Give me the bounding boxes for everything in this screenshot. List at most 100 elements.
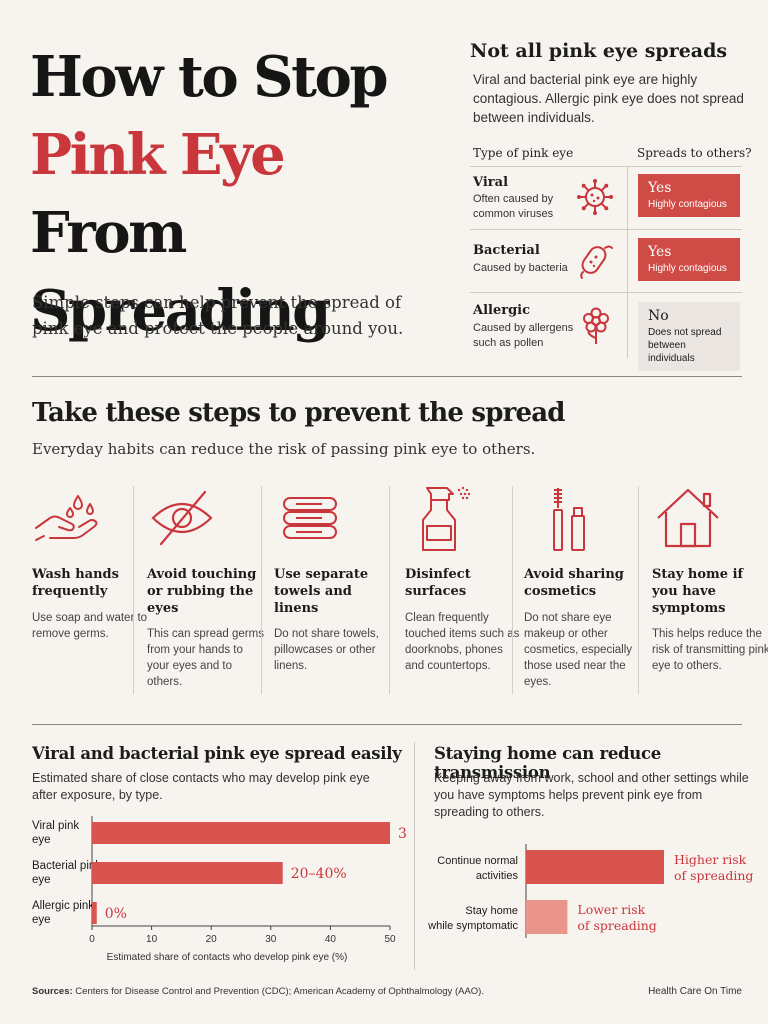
step-separator (133, 486, 134, 694)
step-title: Avoid sharing cosmetics (524, 567, 624, 599)
bar (92, 902, 97, 924)
virus-icon (577, 179, 613, 215)
category-label: Bacterial pink (32, 860, 101, 872)
step-text: This can spread germs from your hands to… (147, 628, 264, 688)
steps-subtitle: Everyday habits can reduce the risk of p… (32, 440, 536, 458)
step-disinfect: Disinfect surfaces Clean frequently touc… (405, 484, 527, 694)
sources-text: Centers for Disease Control and Preventi… (75, 986, 484, 997)
bar (92, 822, 390, 844)
badge-viral-note: Highly contagious (648, 199, 727, 210)
step-title: Wash hands frequently (32, 567, 119, 599)
crossed-eye-icon (151, 490, 213, 546)
step-separator (638, 486, 639, 694)
badge-bacterial-answer: Yes (648, 244, 672, 260)
row-viral-name: Viral (473, 175, 509, 190)
bacteria-icon (580, 245, 613, 279)
col-header-spreads: Spreads to others? (637, 146, 752, 160)
badge-allergic-answer: No (648, 308, 669, 324)
title-line-3: Spreading (30, 278, 331, 344)
x-tick-label: 40 (325, 934, 337, 945)
badge-bacterial-note: Highly contagious (648, 263, 727, 274)
category-label: Stay home (465, 905, 518, 917)
row-divider (470, 229, 742, 230)
category-label: eye (32, 874, 51, 886)
chart1-subtitle: Estimated share of close contacts who ma… (32, 771, 370, 802)
spread-rate-chart: Viral pink eye 30–50% Bacterial pink eye 20–4… (32, 816, 406, 963)
value-label: of spreading (577, 918, 656, 933)
badge-viral-answer: Yes (648, 180, 672, 196)
section-divider (32, 376, 742, 377)
step-text: Use soap and water to remove germs. (32, 612, 148, 640)
spray-bottle-icon (422, 486, 471, 551)
spread-table-description: Viral and bacterial pink eye are highly … (473, 72, 744, 125)
table-header-divider (470, 166, 742, 167)
x-axis-label: Estimated share of contacts who develop … (107, 952, 348, 963)
step-separate-towels: Use separate towels and linens Do not sh… (274, 484, 396, 694)
step-text: This helps reduce the risk of transmitti… (652, 628, 768, 672)
flower-icon (583, 307, 609, 344)
table-column-divider (627, 166, 628, 358)
chart2-subtitle: Keeping away from work, school and other… (434, 771, 749, 819)
row-bacterial-desc: Caused by bacteria (473, 262, 568, 274)
value-label: Lower risk (577, 902, 645, 917)
step-separator (389, 486, 390, 694)
brand: Health Care On Time (648, 986, 742, 997)
step-title: Stay home if you have symptoms (652, 567, 744, 616)
step-separator (261, 486, 262, 694)
step-title: Disinfect surfaces (405, 567, 471, 599)
step-avoid-touching: Avoid touching or rubbing the eyes This … (147, 484, 269, 694)
cosmetics-icon (553, 488, 585, 551)
x-tick-label: 20 (206, 934, 218, 945)
towels-icon (283, 497, 337, 539)
section-divider (32, 724, 742, 725)
row-bacterial-name: Bacterial (473, 243, 540, 258)
sources-label: Sources: (32, 986, 73, 997)
title-accent: Pink Eye (30, 122, 286, 188)
chart1-title: Viral and bacterial pink eye spread easi… (32, 744, 402, 763)
category-label: Allergic pink (32, 900, 94, 912)
category-label: Continue normal (437, 855, 518, 867)
hero-subtitle: Simple steps can help prevent the spread… (32, 293, 404, 338)
sources: Sources: Centers for Disease Control and… (32, 986, 484, 997)
house-icon (657, 488, 719, 548)
category-label: activities (476, 870, 519, 882)
x-tick-label: 10 (146, 934, 158, 945)
step-title: Use separate towels and linens (274, 567, 369, 616)
chart-separator (414, 742, 415, 970)
col-header-type: Type of pink eye (473, 146, 574, 160)
value-label: of spreading (674, 868, 753, 883)
step-text: Do not share eye makeup or other cosmeti… (524, 612, 633, 688)
title-line-1: How to Stop (30, 44, 389, 110)
bar (92, 862, 283, 884)
x-tick-label: 0 (89, 934, 95, 945)
badge-bacterial: Yes Highly contagious (638, 238, 740, 281)
value-label: 0% (105, 906, 127, 922)
step-title: Avoid touching or rubbing the eyes (147, 567, 257, 616)
category-label: eye (32, 834, 51, 846)
step-avoid-cosmetics: Avoid sharing cosmetics Do not share eye… (524, 484, 646, 694)
value-label: 30–50% (398, 826, 406, 842)
row-viral-desc: Often caused by common viruses (473, 193, 554, 220)
category-label: while symptomatic (427, 920, 518, 932)
row-allergic-desc: Caused by allergens such as pollen (473, 322, 574, 349)
row-allergic-name: Allergic (473, 303, 531, 318)
category-label: Viral pink (32, 820, 79, 832)
badge-viral: Yes Highly contagious (638, 174, 740, 217)
badge-allergic-note: Does not spread between individuals (648, 327, 722, 364)
step-text: Do not share towels, pillowcases or othe… (274, 628, 379, 672)
category-label: eye (32, 914, 51, 926)
value-label: 20–40% (291, 866, 347, 882)
spread-table-title: Not all pink eye spreads (470, 40, 728, 62)
title-after-accent: From (30, 200, 187, 266)
chart2-title: Staying home can reduce transmission (434, 744, 661, 782)
badge-allergic: No Does not spread between individuals (638, 302, 740, 371)
hand-washing-icon (35, 495, 98, 541)
x-tick-label: 30 (265, 934, 277, 945)
step-separator (512, 486, 513, 694)
steps-title: Take these steps to prevent the spread (32, 398, 566, 428)
step-stay-home: Stay home if you have symptoms This help… (652, 484, 768, 694)
step-wash-hands: Wash hands frequently Use soap and water… (32, 484, 154, 694)
page-title: How to Stop Pink Eye From Spreading (30, 38, 440, 350)
bar (526, 850, 664, 884)
